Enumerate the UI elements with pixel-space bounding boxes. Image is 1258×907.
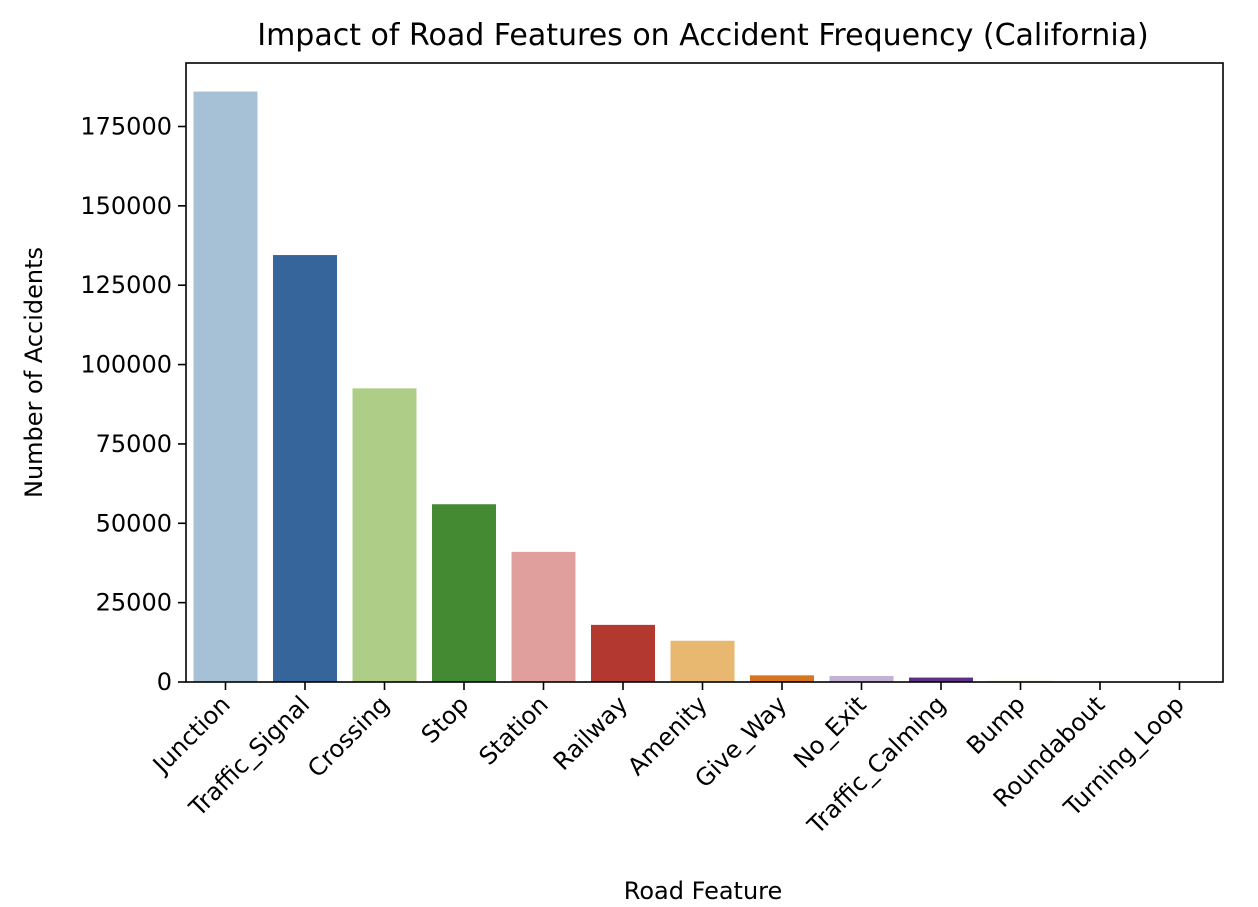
x-tick-label: Railway xyxy=(548,690,633,775)
y-tick-label: 50000 xyxy=(96,509,172,537)
y-tick-label: 150000 xyxy=(80,192,172,220)
bar-traffic-calming xyxy=(909,677,973,682)
bar-traffic-signal xyxy=(273,255,337,683)
y-tick-label: 0 xyxy=(157,668,172,696)
bar-crossing xyxy=(352,388,417,682)
y-axis-ticks: 0 25000 50000 75000 100000 125000 150000 175000 xyxy=(80,112,186,696)
x-tick-label: Traffic_Calming xyxy=(802,690,952,840)
x-tick-label: Station xyxy=(474,690,554,770)
bar-amenity xyxy=(670,640,735,682)
x-tick-label: Crossing xyxy=(302,690,395,783)
x-tick-label: Bump xyxy=(961,690,1031,760)
bars xyxy=(193,91,1132,683)
bar-stop xyxy=(432,504,496,682)
y-axis-label: Number of Accidents xyxy=(20,247,48,498)
y-tick-label: 100000 xyxy=(80,351,172,379)
bar-railway xyxy=(591,624,655,682)
bar-no-exit xyxy=(829,675,894,682)
y-tick-label: 125000 xyxy=(80,271,172,299)
plot-frame xyxy=(185,62,1224,683)
bar-junction xyxy=(193,91,258,683)
bar-station xyxy=(511,551,576,682)
y-tick-label: 175000 xyxy=(80,112,172,140)
x-tick-label: Stop xyxy=(416,690,474,748)
x-axis-label: Road Feature xyxy=(624,877,783,905)
y-tick-label: 25000 xyxy=(96,589,172,617)
bar-give-way xyxy=(750,675,814,682)
chart-title: Impact of Road Features on Accident Freq… xyxy=(257,18,1149,53)
y-tick-label: 75000 xyxy=(96,430,172,458)
